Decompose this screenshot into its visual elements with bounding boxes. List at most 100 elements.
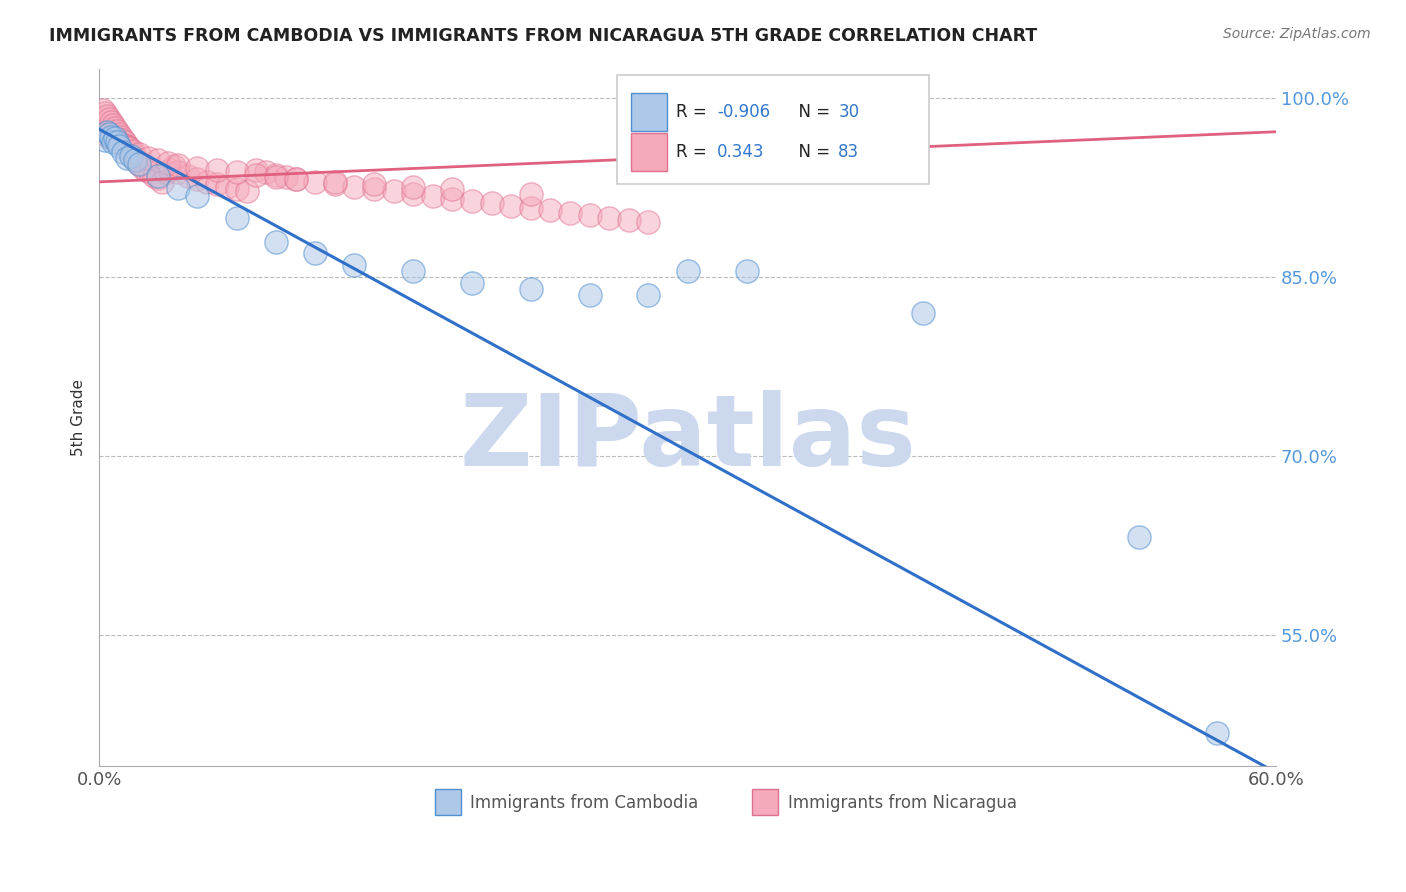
Point [441,182,464,196]
Point [104,121,127,136]
Point [264,170,287,185]
Point [101,136,124,150]
Text: -0.906: -0.906 [717,103,770,121]
FancyBboxPatch shape [617,76,929,184]
Point [274,170,297,185]
Point [108,127,131,141]
Point [148,153,170,168]
Point [167,165,190,179]
Point [402,186,425,201]
Point [111,145,134,159]
Point [108,139,131,153]
Point [110,136,132,151]
Point [96,125,118,139]
Text: 83: 83 [838,143,859,161]
Text: ZIPatlas: ZIPatlas [460,390,917,487]
Point [111,133,134,147]
Point [105,134,128,148]
Point [148,169,170,183]
Point [323,178,346,192]
Point [186,189,208,203]
Point [118,141,141,155]
Point [105,123,128,137]
Point [105,136,128,150]
Point [139,165,162,179]
Point [159,163,181,178]
Point [186,172,208,186]
Point [225,165,247,179]
Point [94,127,117,141]
Point [157,155,180,169]
Point [235,185,257,199]
Point [538,203,561,218]
Text: N =: N = [787,103,835,121]
Point [323,175,346,189]
Point [1128,530,1150,544]
Text: Source: ZipAtlas.com: Source: ZipAtlas.com [1223,27,1371,41]
Text: 30: 30 [838,103,859,121]
Point [128,147,150,161]
Point [104,130,127,145]
Point [155,165,177,179]
Point [100,115,122,129]
Point [143,169,166,183]
Text: N =: N = [787,143,835,161]
Point [114,136,136,150]
Point [186,161,208,175]
Point [481,196,503,211]
Point [135,163,157,178]
Text: Immigrants from Nicaragua: Immigrants from Nicaragua [787,794,1017,812]
Point [264,235,287,249]
Point [138,151,160,165]
Point [163,159,186,173]
Point [461,194,484,208]
Point [343,179,366,194]
Point [96,109,118,123]
Point [264,168,287,182]
Bar [631,93,666,131]
Point [578,288,600,302]
Point [115,139,138,153]
Point [735,264,758,278]
Point [114,139,136,153]
Point [167,158,190,172]
Point [98,129,121,144]
Text: 0.343: 0.343 [717,143,765,161]
Point [195,175,218,189]
Bar [631,133,666,171]
Point [215,179,238,194]
Point [343,259,366,273]
Text: R =: R = [676,143,717,161]
Y-axis label: 5th Grade: 5th Grade [72,379,86,456]
Point [115,151,138,165]
Point [110,129,132,144]
Point [520,186,543,201]
Point [124,151,146,165]
Point [304,175,326,189]
Point [363,178,385,192]
Point [245,168,267,182]
Point [124,153,146,168]
Point [167,181,190,195]
Point [120,148,142,162]
Point [461,277,484,291]
Point [501,199,523,213]
Point [422,189,444,203]
Point [225,182,247,196]
Point [101,132,124,146]
Bar [752,789,779,815]
Text: Immigrants from Cambodia: Immigrants from Cambodia [470,794,699,812]
Point [441,192,464,206]
Point [150,175,173,189]
Point [94,133,117,147]
Bar [434,789,461,815]
Point [578,208,600,222]
Point [1206,726,1229,740]
Point [125,153,148,168]
Point [382,185,405,199]
Text: R =: R = [676,103,711,121]
Point [245,163,267,178]
Point [148,171,170,186]
Point [558,206,581,220]
Point [598,211,620,225]
